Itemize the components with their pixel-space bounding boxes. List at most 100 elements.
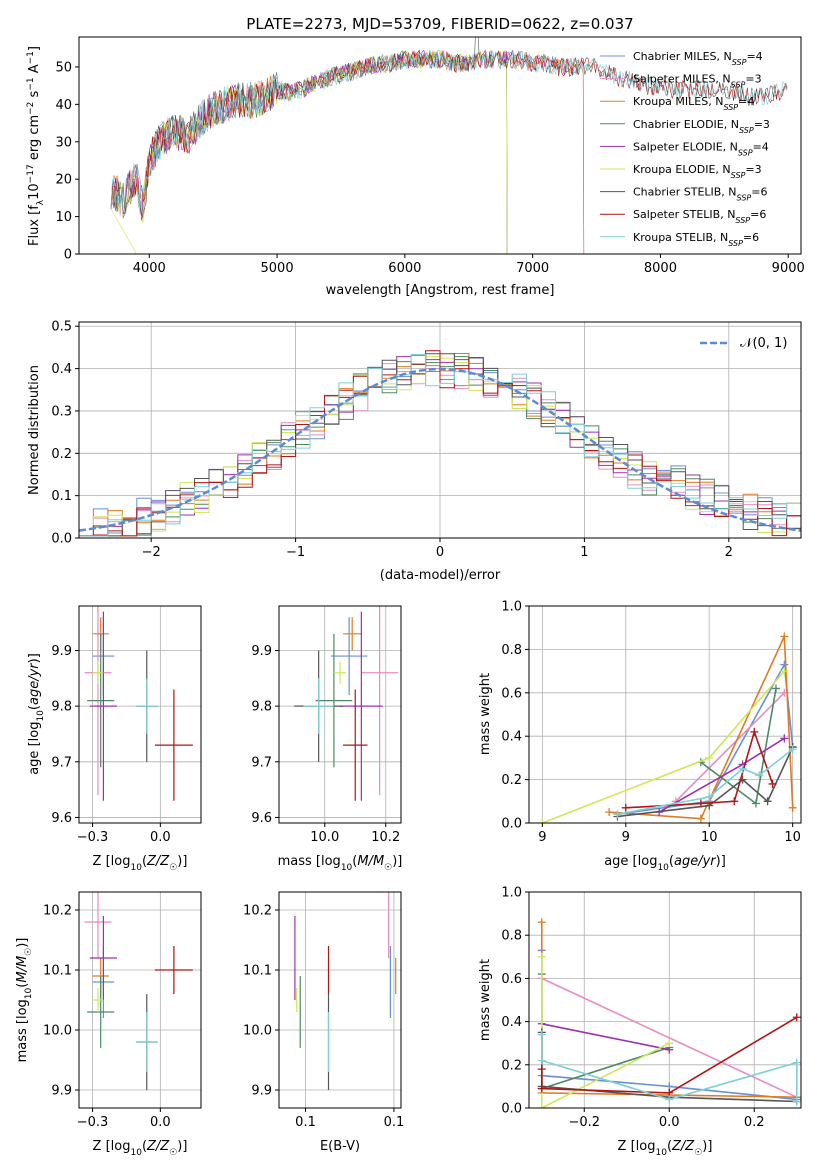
weight-marker (771, 684, 780, 693)
y-axis-label: mass [log10(M/M☉)] (15, 938, 34, 1063)
axes-frame (78, 891, 202, 1109)
x-tick-label: 8000 (644, 261, 677, 276)
weight-marker (537, 1056, 546, 1065)
plot-area (84, 606, 193, 801)
y-tick-label: 9.7 (51, 755, 72, 770)
y-tick-label: 9.8 (51, 700, 72, 715)
legend: Chabrier MILES, NSSP=4 Salpeter MILES, NS… (600, 50, 770, 247)
y-tick-label: 0.2 (501, 1058, 522, 1073)
weight-marker (792, 1013, 801, 1022)
weight-marker (780, 734, 789, 743)
y-tick-label: 0.6 (501, 686, 522, 701)
y-tick-label: 0.4 (501, 1015, 522, 1030)
y-tick-label: 20 (55, 173, 72, 188)
y-axis-label: mass weight (478, 959, 493, 1041)
weight-marker (537, 1065, 546, 1074)
legend-label: Kroupa STELIB, NSSP=6 (633, 231, 759, 248)
y-axis-label: Flux [fλ10−17 erg cm−2 s−1 A−1] (26, 46, 46, 246)
axes-frame (78, 36, 802, 255)
y-tick-label: 10.0 (43, 1024, 72, 1039)
y-tick-label: 9.9 (51, 644, 72, 659)
weight-marker (738, 764, 747, 773)
plot-area (84, 892, 193, 1090)
histogram-line (79, 354, 801, 537)
y-tick-label: 9.9 (251, 644, 272, 659)
plot-area (538, 632, 797, 823)
x-axis-label: Z [log10(Z/Z☉)] (93, 854, 188, 873)
y-tick-label: 1.0 (501, 600, 522, 615)
chart-residuals: −2 −1 0 1 2 0.0 0.1 0.2 0.3 0.4 0.5 𝒩(0, 1) (data-mo… (27, 320, 802, 583)
spectrum-line (110, 49, 788, 216)
y-tick-label: 0.0 (51, 532, 72, 547)
weight-line (540, 1016, 798, 1094)
y-tick-label: 0.8 (501, 643, 522, 658)
y-tick-label: 0.3 (51, 404, 72, 419)
y-tick-label: 9.8 (251, 700, 272, 715)
x-tick-label: −0.3 (77, 830, 109, 845)
y-tick-label: 10.0 (243, 1024, 272, 1039)
y-tick-label: 10.2 (243, 904, 272, 919)
x-tick-label: 0.1 (384, 1115, 405, 1130)
y-tick-label: 1.0 (501, 886, 522, 901)
legend-label: Kroupa MILES, NSSP=4 (633, 95, 754, 112)
y-tick-label: 0.2 (51, 447, 72, 462)
chart-age-vs-mass: 10.0 10.2 9.6 9.7 9.8 9.9 mass [log10(M/M☉)] (251, 605, 403, 873)
chart-spectrum: 4000 5000 6000 7000 8000 9000 0 10 20 30 40 50 wavel… (26, 36, 805, 298)
plot-area (537, 918, 801, 1108)
x-tick-label: −1 (286, 545, 305, 560)
x-axis-label: Z [log10(Z/Z☉)] (93, 1139, 188, 1158)
spectrum-line (110, 50, 585, 254)
y-tick-label: 0.6 (501, 972, 522, 987)
x-tick-label: 0.2 (744, 1115, 765, 1130)
x-tick-label: 10.0 (310, 830, 339, 845)
plot-area (294, 892, 397, 1090)
chart-age-vs-Z: −0.3 0.0 9.6 9.7 9.8 9.9 Z [log10(Z/Z☉)] age [l… (27, 605, 202, 873)
weight-marker (792, 1097, 801, 1106)
figure-title: PLATE=2273, MJD=53709, FIBERID=0622, z=0… (246, 15, 633, 33)
x-axis-label: age [log10(age/yr)] (604, 854, 726, 873)
y-tick-label: 40 (55, 98, 72, 113)
y-tick-label: 30 (55, 135, 72, 150)
y-tick-label: 10.1 (243, 964, 272, 979)
weight-marker (763, 797, 772, 806)
axes-frame (78, 321, 802, 539)
y-tick-label: 10.2 (43, 904, 72, 919)
y-tick-label: 0.0 (501, 817, 522, 832)
x-tick-label: −0.3 (77, 1115, 109, 1130)
x-tick-label: 2 (725, 545, 733, 560)
plot-area (294, 606, 398, 801)
weight-marker (780, 667, 789, 676)
x-tick-label: 0.1 (295, 1115, 316, 1130)
y-tick-label: 9.7 (251, 755, 272, 770)
weight-marker (768, 779, 777, 788)
legend-label: Kroupa ELODIE, NSSP=3 (633, 163, 762, 180)
weight-line (540, 974, 670, 1090)
y-tick-label: 0.1 (51, 489, 72, 504)
x-axis-label: wavelength [Angstrom, rest frame] (326, 283, 555, 298)
legend-label: Salpeter ELODIE, NSSP=4 (633, 140, 769, 157)
x-axis-label: (data-model)/error (380, 568, 501, 583)
weight-marker (665, 1039, 674, 1048)
x-tick-label: 10.2 (371, 830, 400, 845)
x-tick-label: 9000 (772, 261, 805, 276)
weight-marker (755, 771, 764, 780)
weight-marker (605, 808, 614, 817)
weight-marker (537, 952, 546, 961)
x-axis-label: mass [log10(M/M☉)] (278, 854, 403, 873)
weight-line (541, 1023, 670, 1051)
x-tick-label: 0.0 (150, 1115, 171, 1130)
x-tick-label: 10 (701, 830, 718, 845)
x-tick-label: 4000 (133, 261, 166, 276)
axes-frame (278, 605, 402, 824)
plot-area (110, 37, 788, 254)
axes-frame (528, 605, 802, 824)
y-tick-label: 0 (64, 248, 72, 263)
weight-marker (696, 814, 705, 823)
legend-label: Salpeter MILES, NSSP=3 (633, 73, 762, 90)
weight-line (540, 956, 670, 1108)
y-tick-label: 9.9 (51, 1084, 72, 1099)
weight-marker (730, 797, 739, 806)
axes-frame (528, 891, 802, 1109)
axes-frame (78, 605, 202, 824)
